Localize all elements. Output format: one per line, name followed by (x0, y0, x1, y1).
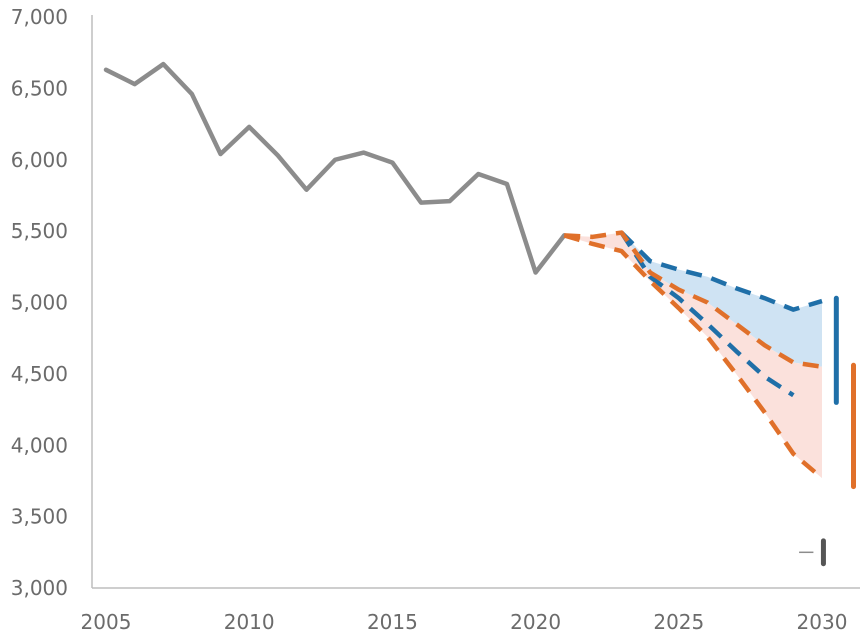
range-bars (799, 295, 857, 567)
projection-band-1 (621, 232, 822, 367)
axes (91, 15, 860, 589)
x-tick-label: 2010 (224, 610, 275, 634)
y-tick-label: 6,500 (11, 76, 68, 100)
series-line-projection-b-lower (563, 233, 824, 480)
y-tick-label: 5,000 (11, 291, 68, 315)
y-tick-label: 6,000 (11, 148, 68, 172)
x-axis-tick-labels: 2005 2010 2015 2020 2025 2030 (81, 610, 848, 634)
y-tick-label: 4,000 (11, 433, 68, 457)
x-tick-label: 2005 (81, 610, 132, 634)
y-tick-label: 4,500 (11, 362, 68, 386)
y-tick-label: 7,000 (11, 5, 68, 29)
series-line-historical (103, 61, 567, 275)
x-tick-label: 2015 (367, 610, 418, 634)
x-tick-label: 2030 (797, 610, 848, 634)
x-tick-label: 2020 (510, 610, 561, 634)
y-tick-label: 3,500 (11, 505, 68, 529)
x-tick-label: 2025 (653, 610, 704, 634)
series-lines (103, 61, 824, 480)
y-tick-label: 3,000 (11, 576, 68, 600)
y-tick-label: 5,500 (11, 219, 68, 243)
series-line-projection-a-upper (619, 230, 823, 312)
y-axis-tick-labels: 3,000 3,500 4,000 4,500 5,000 5,500 6,000 6,500… (11, 5, 68, 600)
series-line-projection-a-lower (619, 231, 795, 398)
